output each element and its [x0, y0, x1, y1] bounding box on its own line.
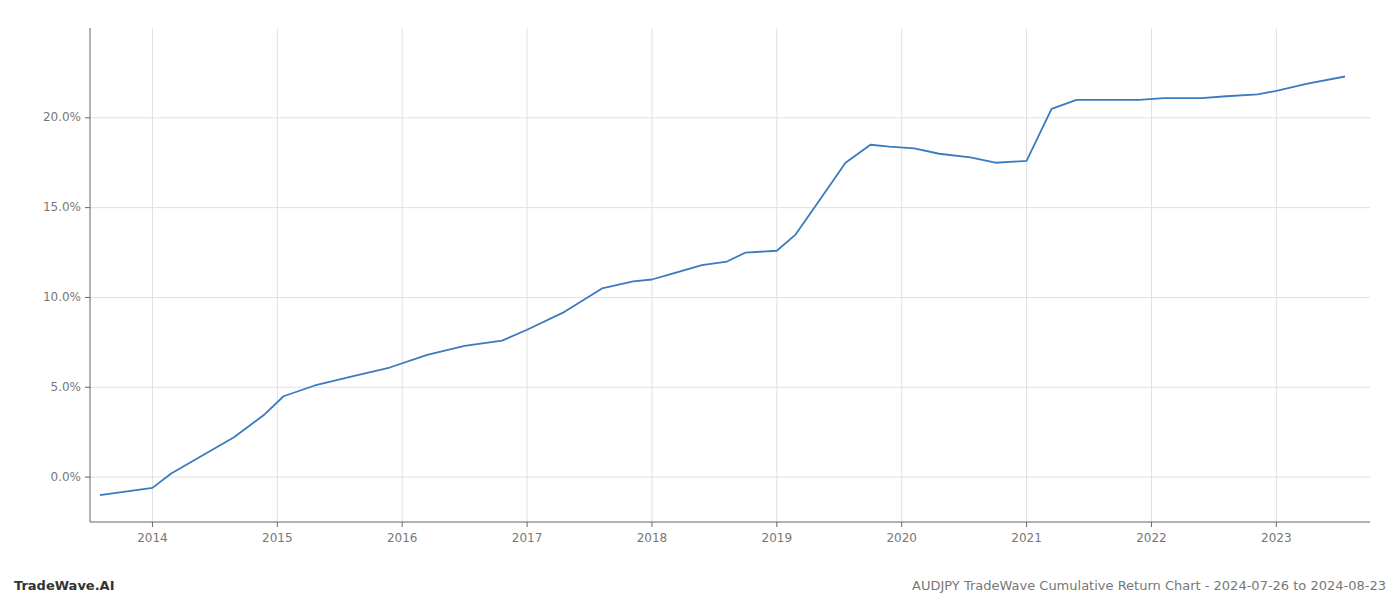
footer-right: AUDJPY TradeWave Cumulative Return Chart… [912, 578, 1386, 593]
tick-label: 2022 [1136, 531, 1167, 545]
tick-mark [651, 522, 652, 527]
tick-label: 2023 [1261, 531, 1292, 545]
grid-line [901, 28, 902, 522]
grid [90, 28, 1370, 522]
grid-line [776, 28, 777, 522]
tick-mark [85, 117, 90, 118]
grid-line [1276, 28, 1277, 522]
tick-label: 15.0% [43, 200, 81, 214]
tick-label: 2014 [137, 531, 168, 545]
tick-mark [1276, 522, 1277, 527]
grid-line [1026, 28, 1027, 522]
x-axis-line [90, 522, 1370, 523]
tick-mark [776, 522, 777, 527]
grid-line [152, 28, 153, 522]
axes: 0.0% 5.0% 10.0% 15.0% 20.0% 2014 2015 2016 2017 2… [43, 28, 1370, 545]
grid-line [277, 28, 278, 522]
footer-left: TradeWave.AI [14, 578, 115, 593]
tick-mark [85, 387, 90, 388]
tick-label: 2017 [512, 531, 543, 545]
tick-mark [901, 522, 902, 527]
y-axis-line [90, 28, 91, 522]
tick-label: 2015 [262, 531, 293, 545]
tick-label: 2018 [637, 531, 668, 545]
tick-mark [402, 522, 403, 527]
grid-line [90, 387, 1370, 388]
tick-mark [277, 522, 278, 527]
grid-line [1151, 28, 1152, 522]
grid-line [90, 207, 1370, 208]
grid-line [90, 297, 1370, 298]
grid-line [90, 477, 1370, 478]
tick-label: 2016 [387, 531, 418, 545]
tick-label: 2020 [886, 531, 917, 545]
tick-label: 0.0% [51, 470, 82, 484]
tick-mark [85, 207, 90, 208]
tick-label: 5.0% [51, 380, 82, 394]
tick-mark [1026, 522, 1027, 527]
tick-mark [152, 522, 153, 527]
tick-label: 2021 [1011, 531, 1042, 545]
tick-mark [85, 297, 90, 298]
tick-label: 2019 [762, 531, 793, 545]
chart: 0.0% 5.0% 10.0% 15.0% 20.0% 2014 2015 2016 2017 2… [0, 0, 1400, 600]
tick-label: 10.0% [43, 290, 81, 304]
plot-area [100, 77, 1345, 496]
tick-mark [85, 477, 90, 478]
grid-line [402, 28, 403, 522]
grid-line [90, 117, 1370, 118]
data-line [100, 77, 1345, 496]
grid-line [527, 28, 528, 522]
tick-mark [527, 522, 528, 527]
tick-label: 20.0% [43, 110, 81, 124]
tick-mark [1151, 522, 1152, 527]
grid-line [651, 28, 652, 522]
